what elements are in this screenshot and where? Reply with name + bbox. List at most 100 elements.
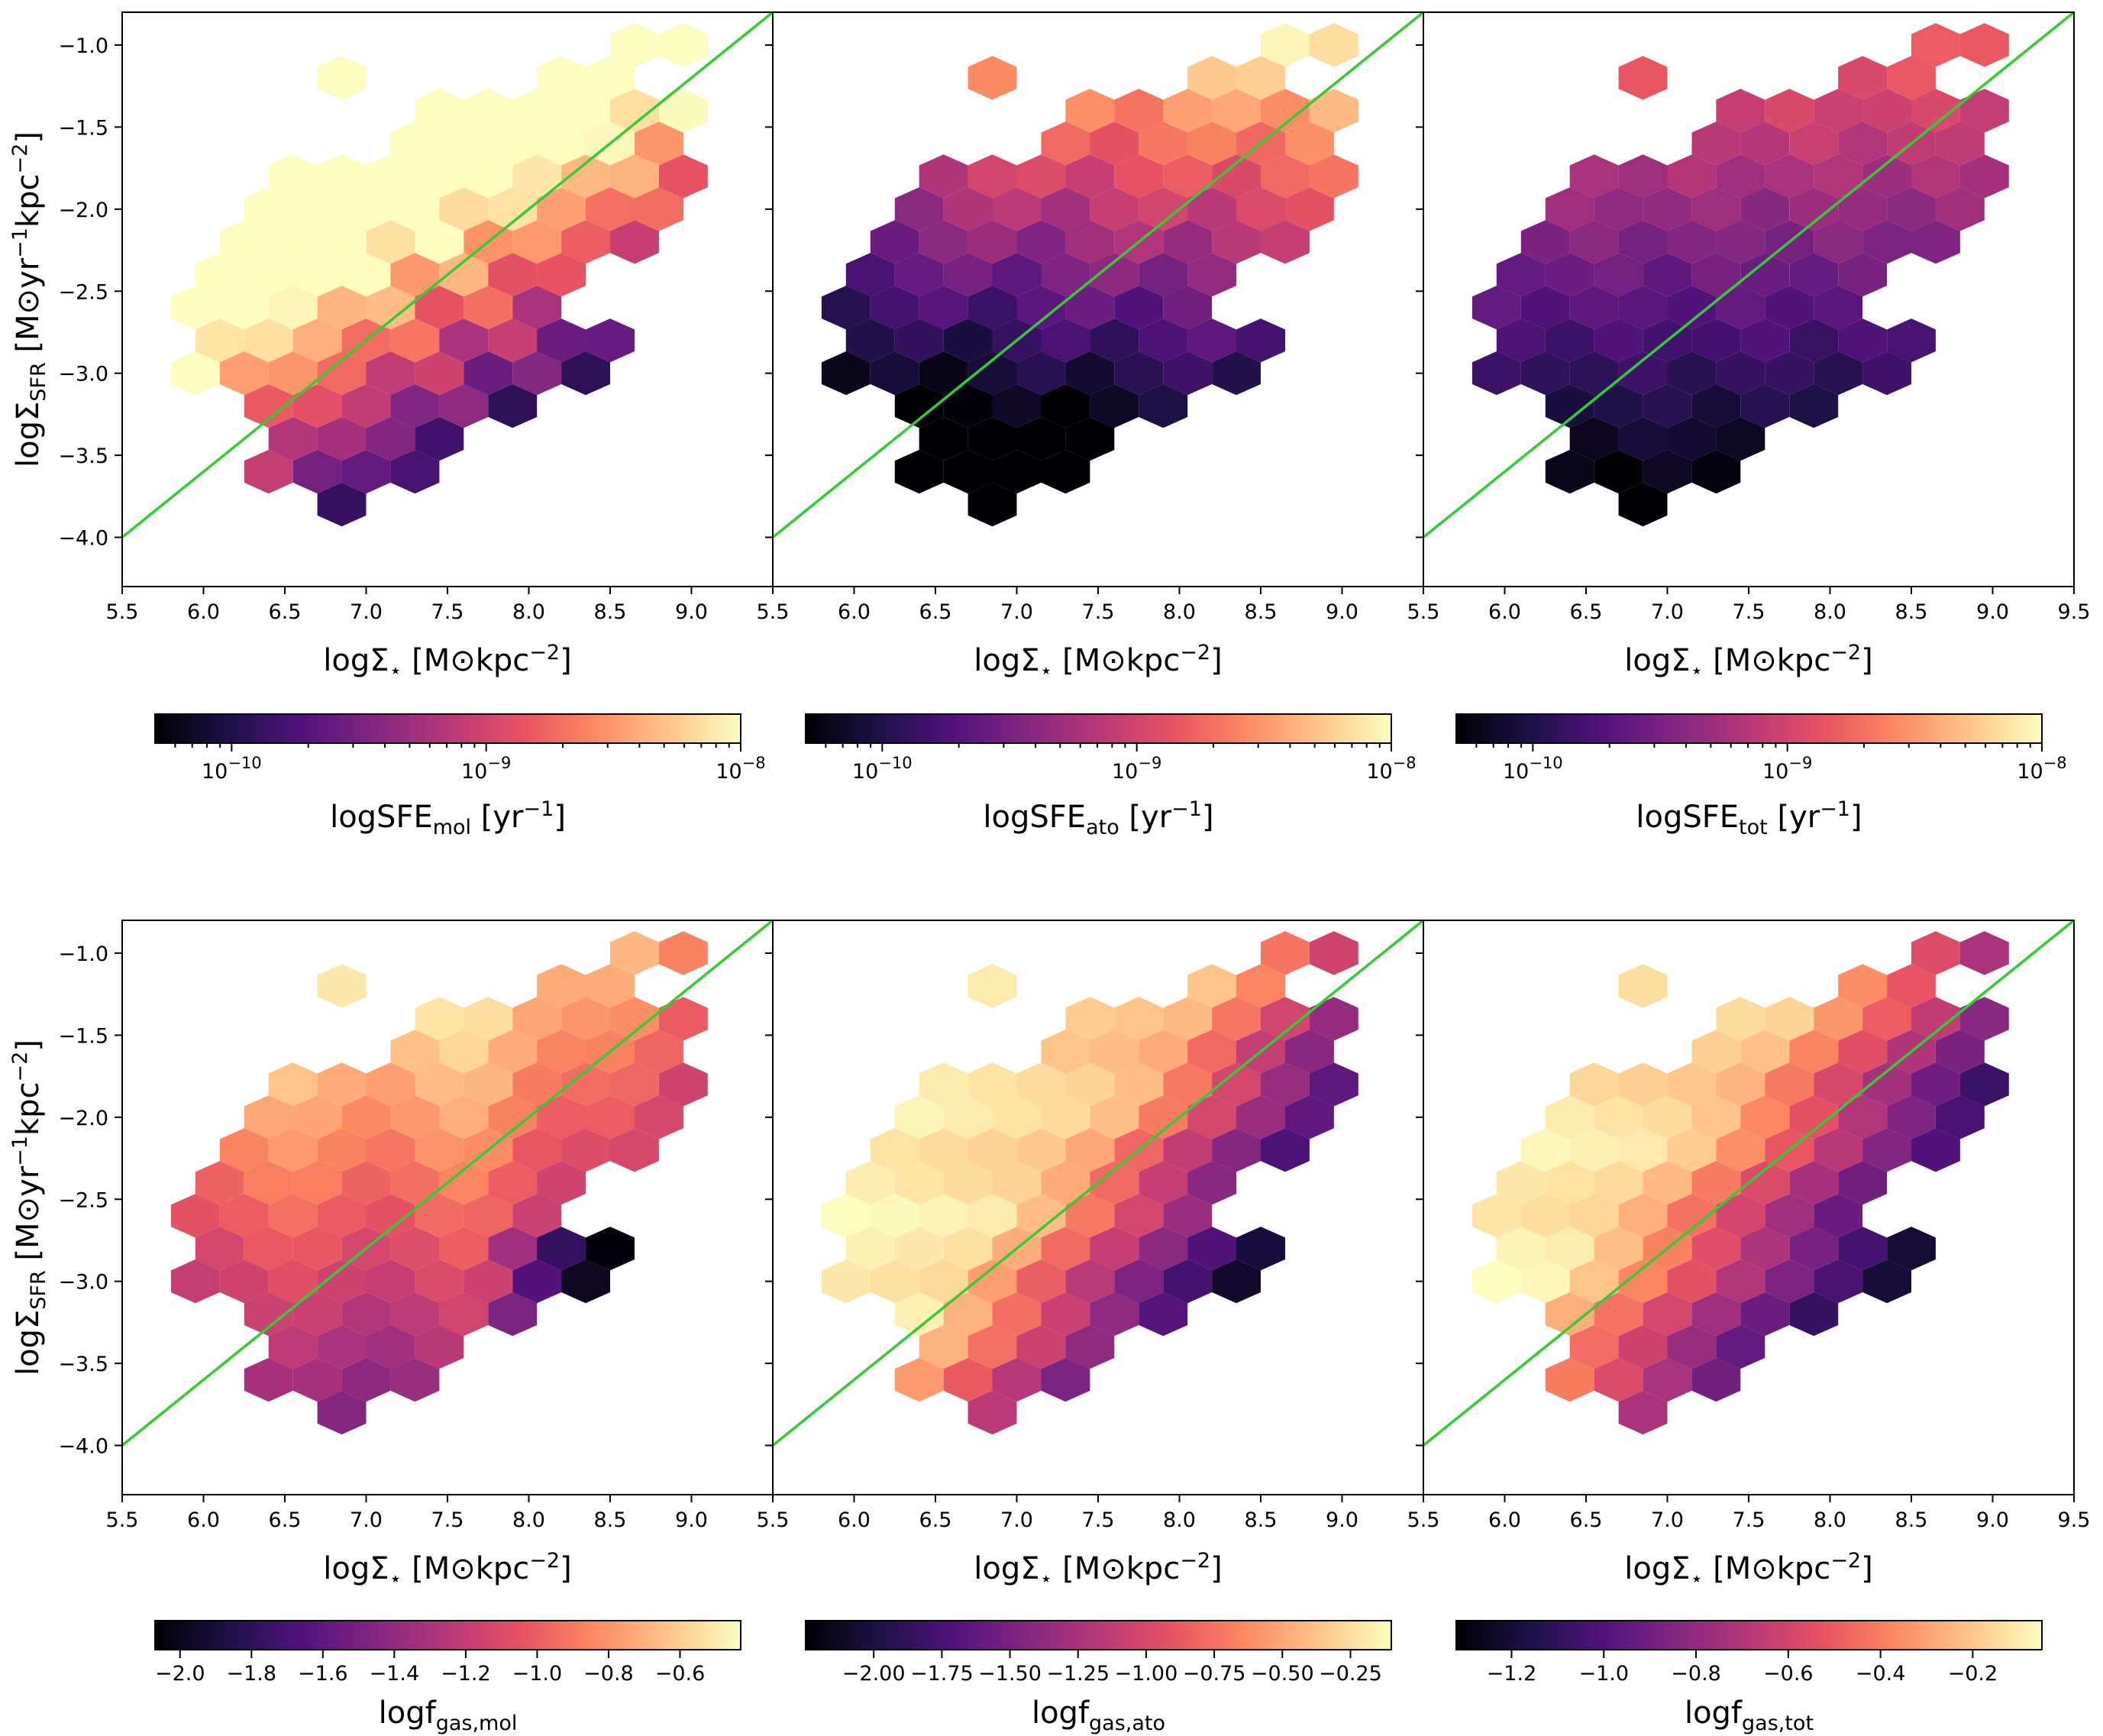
colorbar-tick-label: −0.8 xyxy=(1671,1662,1721,1686)
hex-cell xyxy=(658,23,708,67)
hex-cell xyxy=(658,997,708,1041)
hex-cell xyxy=(561,1062,610,1107)
colorbar-gradient xyxy=(154,1620,741,1650)
hex-cell xyxy=(1618,1128,1668,1172)
hex-cell xyxy=(1163,351,1213,396)
hex-cell xyxy=(943,1161,993,1205)
hexbin-cells xyxy=(1471,931,2009,1435)
hex-cell xyxy=(1309,89,1358,133)
hex-cell xyxy=(1187,253,1236,297)
hex-cell xyxy=(658,89,708,133)
hex-cell xyxy=(1959,23,2009,67)
colorbar-tick-label: 10−8 xyxy=(2017,754,2066,784)
hex-cell xyxy=(992,1161,1042,1205)
hex-cell xyxy=(1814,1062,1863,1107)
hex-cell xyxy=(292,1227,342,1271)
hex-cell xyxy=(488,1030,538,1074)
hex-cell xyxy=(268,417,318,461)
hex-cell xyxy=(610,220,659,264)
x-tick-label: 8.5 xyxy=(594,1508,627,1532)
hex-cell xyxy=(244,1292,293,1337)
hex-cell xyxy=(1139,253,1188,297)
hex-cell xyxy=(1285,121,1334,166)
hex-cell xyxy=(1618,417,1668,461)
panel-top-left: 5.5 6.0 6.5 7.0 7.5 8.0 8.5 9.0 −1.0 −1.5 −2.0 −2.5… xyxy=(8,11,774,683)
colorbar-tick-label: −0.8 xyxy=(583,1662,634,1686)
hex-cell xyxy=(1545,1161,1594,1205)
hex-cell xyxy=(1041,187,1090,231)
hex-cell xyxy=(390,1030,440,1074)
hex-cell xyxy=(1959,89,2009,133)
hex-cell xyxy=(610,1062,659,1107)
hex-cell xyxy=(292,450,342,494)
hex-cell xyxy=(1065,154,1115,199)
hex-cell xyxy=(1569,220,1619,264)
hex-cell xyxy=(317,1128,367,1172)
hex-cell xyxy=(1716,286,1765,330)
hex-cell xyxy=(561,89,610,133)
hex-cell xyxy=(1545,1358,1594,1402)
hex-cell xyxy=(1090,384,1139,428)
hex-cell xyxy=(1041,253,1090,297)
hex-cell xyxy=(1114,351,1164,396)
hex-cell xyxy=(1740,1292,1790,1337)
hex-cell xyxy=(1139,1161,1188,1205)
hex-cell xyxy=(1716,1259,1765,1304)
hex-cell xyxy=(317,964,367,1008)
hex-cell xyxy=(919,1194,968,1238)
hex-cell xyxy=(292,1095,342,1140)
hex-cell xyxy=(919,1325,968,1369)
hex-cell xyxy=(1862,351,1911,396)
hex-cell xyxy=(1496,253,1546,297)
y-tick-label: −2.5 xyxy=(58,1188,108,1212)
hex-cell xyxy=(1139,1095,1188,1140)
hex-cell xyxy=(1016,1194,1066,1238)
x-tick-label: 5.5 xyxy=(106,600,139,624)
hex-cell xyxy=(439,318,489,363)
hex-cell xyxy=(170,1259,220,1304)
hex-cell xyxy=(1618,56,1668,100)
hex-cell xyxy=(439,1227,489,1271)
hex-cell xyxy=(1691,1292,1741,1337)
hexbin-cells xyxy=(170,23,708,527)
hex-cell xyxy=(1936,121,1985,166)
x-axis-label: logΣ⋆ [M⊙kpc−2] xyxy=(1624,641,1872,683)
panel-top-right: 5.5 6.0 6.5 7.0 7.5 8.0 8.5 9.0 9.5 logΣ⋆ [M⊙kpc−… xyxy=(1407,11,2090,683)
colorbar-tick-label: −1.2 xyxy=(441,1662,491,1686)
hex-cell xyxy=(390,318,440,363)
hex-cell xyxy=(1814,351,1863,396)
hex-cell xyxy=(488,384,538,428)
hex-cell xyxy=(488,187,538,231)
hex-cell xyxy=(610,931,659,975)
hex-cell xyxy=(1838,318,1887,363)
hex-cell xyxy=(1618,286,1668,330)
reference-line xyxy=(773,920,1423,1447)
hex-cell xyxy=(268,1128,318,1172)
hex-cell xyxy=(1065,417,1115,461)
hex-cell xyxy=(1789,384,1839,428)
y-tick-label: −1.0 xyxy=(58,34,108,58)
hex-cell xyxy=(1789,1030,1839,1074)
hex-cell xyxy=(919,1128,968,1172)
hex-cell xyxy=(1163,154,1213,199)
hex-cell xyxy=(512,351,562,396)
y-tick-label: −3.5 xyxy=(58,1353,108,1376)
hex-cell xyxy=(537,121,586,166)
hex-cell xyxy=(1261,1128,1310,1172)
hex-cell xyxy=(1163,89,1213,133)
hex-cell xyxy=(1041,121,1090,166)
hex-cell xyxy=(1065,1194,1115,1238)
hex-cell xyxy=(1187,964,1236,1008)
hex-cell xyxy=(943,384,993,428)
hex-cell xyxy=(512,1062,562,1107)
hex-cell xyxy=(512,154,562,199)
hex-cell xyxy=(1862,1062,1911,1107)
hex-cell xyxy=(366,1194,415,1238)
colorbar-label: logSFEtot [yr−1] xyxy=(1636,797,1862,839)
y-tick-label: −1.5 xyxy=(58,116,108,140)
hex-cell xyxy=(561,220,610,264)
hex-cell xyxy=(366,220,415,264)
x-tick-label: 8.5 xyxy=(1895,1508,1928,1532)
hex-cell xyxy=(1594,318,1643,363)
hex-cell xyxy=(943,450,993,494)
